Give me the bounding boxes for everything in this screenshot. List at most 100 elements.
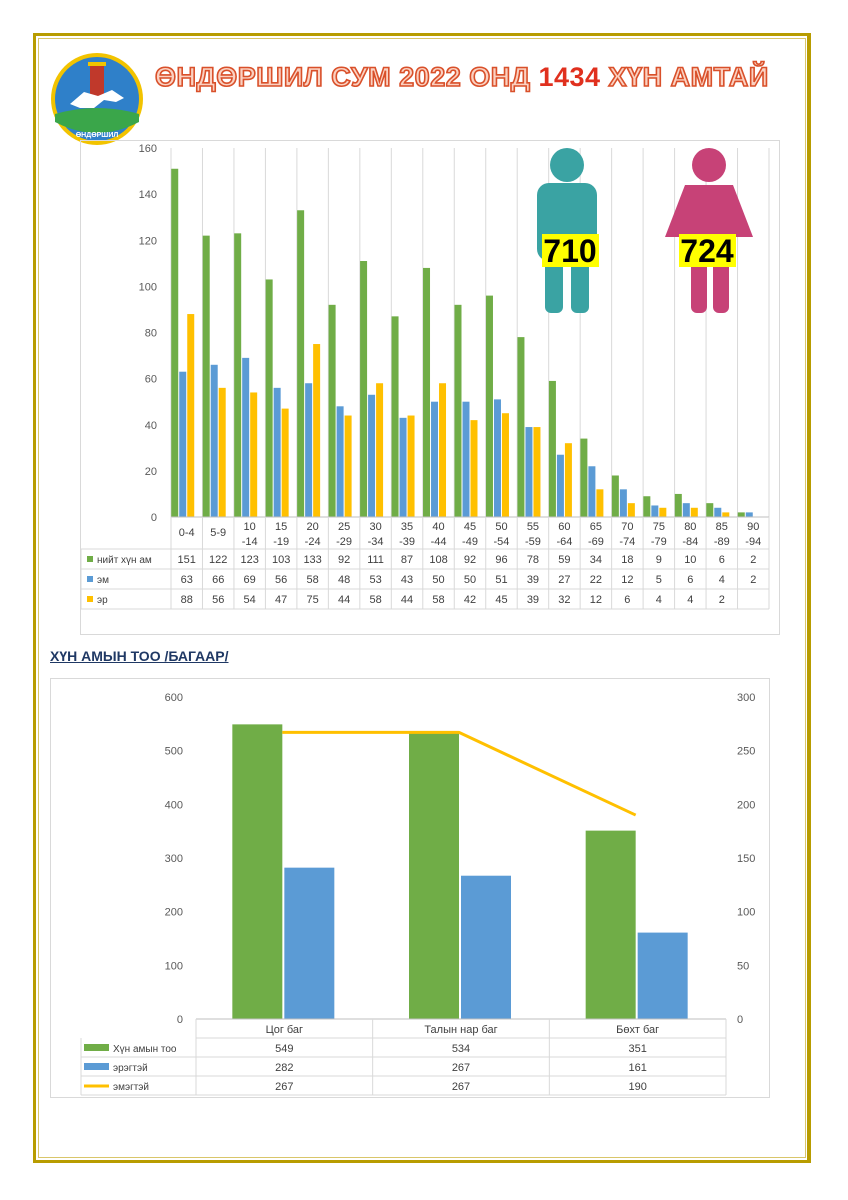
x-tick-label: -14 [242, 536, 258, 548]
x-tick-label: 80 [684, 521, 696, 533]
bar-male [690, 507, 698, 517]
x-tick-label: -64 [556, 536, 572, 548]
data-label: 12 [590, 594, 602, 606]
x-tick-label: -84 [682, 536, 698, 548]
x-tick-label: -49 [462, 536, 478, 548]
male-count-badge [542, 234, 599, 267]
data-label: 4 [687, 594, 693, 606]
data-label: 63 [181, 574, 193, 586]
soum-logo: ӨНДӨРШИЛ [51, 53, 143, 145]
bar-male [461, 875, 511, 1019]
bar-female [493, 399, 501, 517]
y-tick-label-right: 250 [737, 746, 755, 758]
data-label: 96 [495, 554, 507, 566]
bar-female [651, 505, 659, 517]
legend-label: эрэгтэй [113, 1063, 148, 1074]
data-label: 66 [212, 574, 224, 586]
data-label: 69 [244, 574, 256, 586]
data-label: 267 [452, 1081, 470, 1093]
data-label: 103 [272, 554, 290, 566]
data-label: 151 [178, 554, 196, 566]
bar-total [674, 493, 682, 517]
y-tick-label: 0 [151, 512, 157, 524]
legend-key [87, 576, 93, 582]
y-tick-label-right: 50 [737, 960, 749, 972]
x-tick-label: 15 [275, 521, 287, 533]
bar-total [643, 496, 651, 517]
legend-key [84, 1044, 109, 1051]
bar-total [737, 512, 745, 517]
data-label: 18 [621, 554, 633, 566]
male-count: 710 [543, 233, 596, 269]
data-label: 267 [275, 1081, 293, 1093]
bar-female [273, 387, 281, 517]
x-tick-label: 45 [464, 521, 476, 533]
bar-total [409, 732, 459, 1019]
bar-female [682, 503, 690, 517]
y-tick-label: 40 [145, 420, 157, 432]
bar-total [360, 261, 368, 517]
bar-male [218, 387, 226, 517]
data-label: 78 [527, 554, 539, 566]
female-count: 724 [680, 233, 734, 269]
bar-total [585, 830, 636, 1019]
data-label: 42 [464, 594, 476, 606]
bar-male [596, 489, 604, 517]
data-label: 48 [338, 574, 350, 586]
x-tick-label: 5-9 [210, 527, 226, 539]
legend-label: Хүн амын тоо [113, 1044, 177, 1055]
data-label: 123 [241, 554, 259, 566]
x-tick-label: -79 [651, 536, 667, 548]
x-tick-label: -44 [431, 536, 447, 548]
data-label: 54 [244, 594, 256, 606]
bar-female [179, 371, 187, 517]
data-label: 108 [429, 554, 447, 566]
data-label: 44 [338, 594, 350, 606]
y-tick-label: 120 [139, 235, 157, 247]
bar-male [533, 427, 541, 517]
bar-female [305, 383, 313, 517]
x-tick-label: 10 [244, 521, 256, 533]
x-tick-label: 35 [401, 521, 413, 533]
data-label: 6 [624, 594, 630, 606]
data-label: 161 [628, 1062, 646, 1074]
male-figure: 710 [537, 148, 599, 313]
data-label: 92 [338, 554, 350, 566]
page-title: ӨНДӨРШИЛ СУМ 2022 ОНД 1434 ХҮН АМТАЙ [154, 61, 769, 93]
age-group-chart: 0 20 40 60 80 100 120 140 160 0-4 5-9 10 -14 15 -19 20… [80, 140, 780, 635]
x-tick-label: 85 [716, 521, 728, 533]
y-tick-label-right: 150 [737, 853, 755, 865]
bar-female [462, 401, 470, 517]
bar-total [232, 724, 283, 1019]
data-label: 10 [684, 554, 696, 566]
data-label: 59 [558, 554, 570, 566]
bar-female [556, 454, 564, 517]
female-head-icon [692, 148, 726, 182]
bar-male [564, 443, 572, 517]
data-label: 44 [401, 594, 413, 606]
y-tick-label: 60 [145, 374, 157, 386]
bar-total [265, 279, 273, 517]
data-label: 4 [656, 594, 662, 606]
legend-key [87, 596, 93, 602]
x-tick-label: -94 [745, 536, 761, 548]
bar-total [423, 267, 431, 517]
data-label: 50 [432, 574, 444, 586]
x-tick-label: 50 [495, 521, 507, 533]
legend-label: эмэгтэй [113, 1082, 149, 1093]
y-tick-label: 100 [139, 281, 157, 293]
x-tick-label: 30 [369, 521, 381, 533]
y-tick-label-left: 100 [165, 960, 183, 972]
bar-female [399, 417, 407, 517]
x-tick-label: -59 [525, 536, 541, 548]
bar-male [470, 420, 478, 517]
female-count-badge [679, 234, 736, 267]
x-tick-label: -19 [273, 536, 289, 548]
bar-male [722, 512, 730, 517]
bar-female [242, 357, 250, 517]
male-head-icon [550, 148, 584, 182]
legend-label: эр [97, 595, 108, 606]
data-label: 6 [719, 554, 725, 566]
data-label: 58 [432, 594, 444, 606]
bar-female [619, 489, 627, 517]
